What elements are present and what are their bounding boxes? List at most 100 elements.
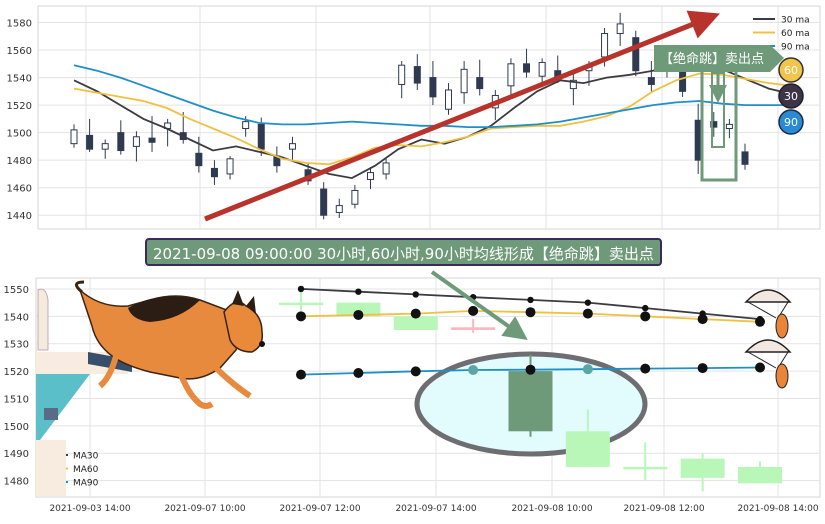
bottom-ma-point [527, 296, 534, 304]
top-candle-body [647, 77, 655, 85]
bottom-xtick-label: 2021-09-03 14:00 [49, 504, 130, 514]
bottom-ytick-label: 1500 [4, 422, 29, 433]
top-candle-body [288, 143, 296, 150]
platform-steps [44, 408, 58, 420]
bottom-legend-label: MA90 [73, 479, 99, 489]
bottom-ytick-label: 1540 [4, 312, 29, 323]
bottom-legend-label: MA60 [73, 465, 99, 475]
top-candle-body [320, 188, 328, 216]
bottom-ytick-label: 1520 [4, 367, 29, 378]
ma-badge-circle [778, 83, 804, 109]
parachute-line [747, 351, 777, 369]
top-legend-label: 60 ma [781, 29, 810, 39]
ma-badge-90: 90 [778, 109, 804, 135]
bottom-ytick-label: 1530 [4, 340, 29, 351]
dog-front-leg [177, 370, 214, 409]
top-ma-line-60 [73, 72, 793, 166]
bottom-xtick-label: 2021-09-08 14:00 [737, 504, 818, 514]
top-candle-body [70, 129, 78, 145]
parachute-figure-1 [744, 289, 792, 339]
parachute-canopy [744, 289, 792, 303]
bottom-ma-point [355, 288, 362, 295]
bottom-legend-label: MA30 [73, 452, 99, 462]
platform-pillar [36, 440, 66, 496]
top-legend-label: 90 ma [781, 43, 810, 53]
parachute-line [747, 301, 777, 319]
dog-ear [246, 296, 256, 314]
top-ytick-label: 1440 [7, 211, 32, 222]
top-candle-body [132, 136, 140, 147]
bottom-ma-point [584, 299, 592, 306]
bottom-ma-point [582, 308, 593, 319]
ma-badge-label: 30 [784, 90, 798, 103]
top-ytick-label: 1480 [7, 156, 32, 167]
parachutist-body [775, 363, 789, 389]
top-ytick-label: 1560 [7, 46, 32, 57]
bottom-xtick-label: 2021-09-08 12:00 [623, 504, 704, 514]
top-candle-body [632, 37, 640, 72]
top-candle-body [601, 33, 609, 58]
bottom-ma-point [410, 308, 421, 319]
bottom-candle-body [451, 327, 496, 331]
bottom-candle-body [565, 431, 610, 467]
top-candle-body [257, 123, 265, 150]
callout-box [654, 45, 784, 72]
bottom-ma-point [525, 364, 536, 375]
top-ytick-label: 1520 [7, 101, 32, 112]
top-candle-body [86, 134, 94, 150]
top-candle-body [117, 132, 125, 152]
bottom-ma-point [755, 316, 765, 327]
dog-saddle [128, 296, 200, 322]
top-candle-body [413, 66, 421, 84]
top-candle-body [523, 63, 531, 73]
top-candle-body [476, 77, 484, 90]
top-plot-frame [37, 5, 821, 230]
top-candle-body [242, 121, 250, 130]
top-candle-body [710, 121, 718, 128]
bottom-xtick-label: 2021-09-07 14:00 [395, 504, 476, 514]
top-candle-body [335, 205, 343, 213]
bottom-ma-point [755, 362, 765, 373]
top-legend-label: 30 ma [781, 16, 810, 26]
bottom-ma-point [642, 304, 649, 312]
dog-tail [75, 280, 85, 294]
bottom-candle-body [279, 302, 323, 306]
dog-hind-leg [97, 355, 119, 389]
top-candle-body [694, 119, 702, 161]
top-candle-body [538, 61, 546, 77]
ma-badge-circle [778, 109, 804, 135]
top-candle-body [429, 77, 437, 98]
parachute-figure-2 [744, 339, 792, 389]
bottom-ma-point [640, 363, 651, 374]
top-candle-body [101, 143, 109, 150]
bottom-ma-point [410, 366, 421, 377]
bottom-candle-body [508, 371, 553, 432]
bottom-candle-body [738, 466, 782, 484]
top-candle-body [148, 137, 156, 143]
diving-board [88, 352, 132, 372]
top-candle-body [351, 189, 359, 205]
top-candle-body [569, 79, 577, 90]
top-candle-body [741, 151, 749, 165]
dog-nose [259, 341, 265, 347]
bottom-ytick-label: 1550 [4, 285, 29, 296]
dog-ear [232, 290, 244, 306]
top-ytick-label: 1580 [7, 19, 32, 30]
bottom-ma-point [353, 309, 364, 320]
top-candle-body [195, 152, 203, 167]
parachutist-body [775, 313, 789, 339]
signal-pointer-arrow [430, 270, 528, 340]
top-ytick-label: 1460 [7, 184, 32, 195]
parachute-canopy [744, 339, 792, 353]
bottom-candle-body [336, 302, 381, 317]
top-candle-body [507, 63, 515, 87]
top-ytick-label: 1540 [7, 74, 32, 85]
signal-banner: 2021-09-08 09:00:00 30小时,60小时,90小时均线形成【绝… [145, 238, 662, 266]
jumping-dog-illustration [75, 280, 265, 409]
top-candle-body [382, 162, 390, 175]
ma-badge-60: 60 [778, 57, 804, 83]
bottom-ma-point [640, 311, 651, 322]
callout-label: 【绝命跳】卖出点 [660, 51, 764, 67]
